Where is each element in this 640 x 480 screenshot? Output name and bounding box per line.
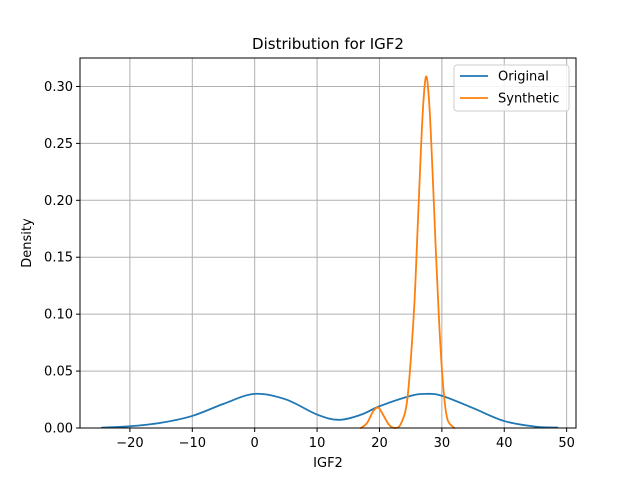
y-tick-label: 0.20 [44,194,73,209]
x-tick-label: 30 [434,436,451,451]
y-tick-label: 0.00 [44,422,73,437]
x-tick-label: −10 [179,436,206,451]
y-tick-label: 0.15 [44,251,73,266]
legend-label-synthetic: Synthetic [498,92,559,107]
x-tick-label: 40 [496,436,513,451]
legend-label-original: Original [498,70,549,85]
y-axis: 0.00 0.05 0.10 0.15 0.20 0.25 0.30 [44,80,80,437]
y-axis-label: Density [20,218,35,268]
chart-title: Distribution for IGF2 [252,35,404,53]
y-tick-label: 0.10 [44,308,73,323]
grid-lines [80,58,576,429]
y-tick-label: 0.30 [44,80,73,95]
x-axis-label: IGF2 [313,456,343,471]
x-tick-label: 10 [309,436,326,451]
legend: Original Synthetic [453,64,570,112]
x-tick-label: 20 [371,436,388,451]
y-tick-label: 0.05 [44,365,73,380]
plot-frame [79,57,577,429]
x-tick-label: −20 [116,436,143,451]
x-tick-label: 50 [558,436,575,451]
series-line-synthetic [359,75,456,429]
x-tick-label: 0 [251,436,259,451]
y-tick-label: 0.25 [44,137,73,152]
series-layer [100,75,559,429]
series-line-original [100,392,559,429]
x-axis: −20 −10 0 10 20 30 40 50 [116,428,575,451]
